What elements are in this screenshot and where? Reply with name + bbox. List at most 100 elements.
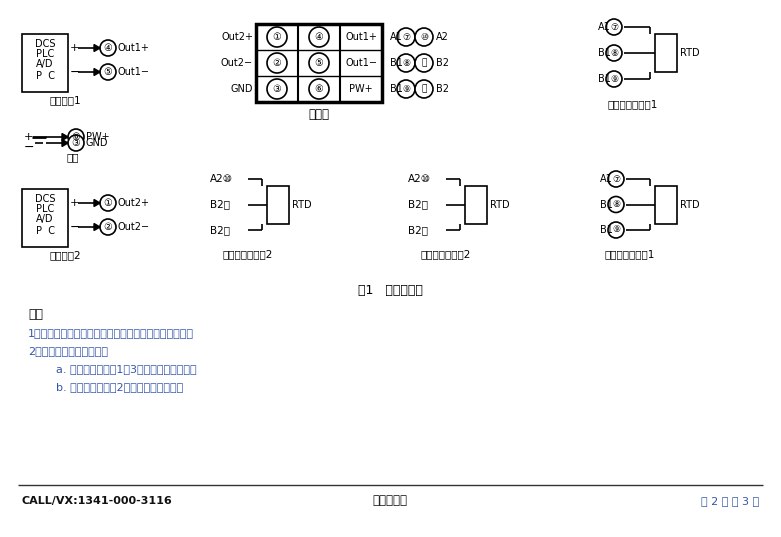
Text: ⑧: ⑧: [610, 48, 618, 57]
Text: B2: B2: [436, 84, 449, 94]
Text: Out1−: Out1−: [118, 67, 150, 77]
Text: B1: B1: [390, 84, 403, 94]
Bar: [465, 185, 487, 223]
Circle shape: [415, 28, 433, 46]
Text: B2⑪: B2⑪: [408, 200, 428, 209]
Text: ⑧: ⑧: [612, 200, 620, 209]
Text: ①: ①: [104, 198, 112, 208]
Text: ⑦: ⑦: [610, 23, 618, 32]
Text: B2⑪: B2⑪: [210, 200, 230, 209]
Text: Out1+: Out1+: [118, 43, 150, 53]
Text: A1: A1: [390, 32, 403, 42]
Circle shape: [415, 80, 433, 98]
Text: PLC: PLC: [36, 49, 54, 59]
Text: 注：: 注：: [28, 308, 43, 322]
Text: +: +: [70, 198, 80, 208]
Text: GND: GND: [230, 84, 253, 94]
Bar: [22, 34, 68, 92]
Text: 两线热电阵输入2: 两线热电阵输入2: [223, 249, 273, 259]
Text: 1、两线，三线或四线热电阵输入时，分别参看接线图。: 1、两线，三线或四线热电阵输入时，分别参看接线图。: [28, 328, 194, 338]
Circle shape: [100, 219, 116, 235]
Text: B1: B1: [598, 48, 611, 58]
Text: PW+: PW+: [349, 84, 373, 94]
Circle shape: [397, 80, 415, 98]
Bar: [267, 185, 289, 223]
Text: 两线热电阵输入1: 两线热电阵输入1: [604, 249, 655, 259]
Text: P  C: P C: [35, 71, 55, 81]
Text: ③: ③: [273, 84, 281, 94]
Text: PLC: PLC: [36, 204, 54, 214]
Text: 第 2 页 共 3 页: 第 2 页 共 3 页: [701, 496, 759, 506]
Text: RTD: RTD: [490, 200, 510, 209]
Text: −: −: [24, 141, 34, 154]
Circle shape: [68, 135, 84, 151]
Circle shape: [267, 79, 287, 99]
Bar: [256, 24, 382, 102]
Circle shape: [606, 45, 622, 61]
Polygon shape: [94, 69, 100, 76]
Text: Out2+: Out2+: [221, 32, 253, 42]
Polygon shape: [62, 140, 68, 147]
Text: 电源: 电源: [66, 152, 79, 162]
Circle shape: [397, 28, 415, 46]
Text: ④: ④: [315, 32, 323, 42]
Text: ③: ③: [72, 138, 80, 148]
Text: ⑤: ⑤: [104, 67, 112, 77]
Circle shape: [608, 222, 624, 238]
Text: DCS: DCS: [34, 39, 55, 49]
Text: P  C: P C: [35, 226, 55, 236]
Circle shape: [397, 54, 415, 72]
Text: ⑥: ⑥: [315, 84, 323, 94]
Text: PW+: PW+: [86, 132, 109, 142]
Circle shape: [309, 79, 329, 99]
Text: 顶视图: 顶视图: [308, 107, 330, 120]
Text: +: +: [70, 43, 80, 53]
Circle shape: [309, 27, 329, 47]
Text: Out2−: Out2−: [118, 222, 150, 232]
Text: B2: B2: [436, 58, 449, 68]
Circle shape: [100, 195, 116, 211]
Bar: [22, 189, 68, 247]
Text: GND: GND: [86, 138, 109, 148]
Text: B1: B1: [390, 58, 403, 68]
Polygon shape: [94, 45, 100, 52]
Text: 图1   模块接线图: 图1 模块接线图: [358, 284, 423, 296]
Circle shape: [606, 71, 622, 87]
Text: ②: ②: [104, 222, 112, 232]
Circle shape: [415, 54, 433, 72]
Circle shape: [309, 53, 329, 73]
Text: ⑨: ⑨: [612, 226, 620, 235]
Polygon shape: [94, 223, 100, 230]
Text: B1: B1: [600, 200, 613, 209]
Text: A/D: A/D: [36, 59, 54, 69]
Text: ⑦: ⑦: [612, 175, 620, 184]
Circle shape: [100, 64, 116, 80]
Text: RTD: RTD: [292, 200, 312, 209]
Text: CALL/VX:1341-000-3116: CALL/VX:1341-000-3116: [22, 496, 173, 506]
Text: B2⑫: B2⑫: [210, 225, 230, 235]
Text: A2: A2: [436, 32, 449, 42]
Text: ⑥: ⑥: [72, 132, 80, 142]
Text: 2、三线热电阵断线检测：: 2、三线热电阵断线检测：: [28, 346, 108, 356]
Text: Out2+: Out2+: [118, 198, 150, 208]
Text: ⑪: ⑪: [421, 59, 426, 68]
Text: +: +: [24, 132, 34, 142]
Text: RTD: RTD: [680, 48, 700, 58]
Text: ②: ②: [273, 58, 281, 68]
Text: B1: B1: [600, 225, 613, 235]
Text: B2⑫: B2⑫: [408, 225, 428, 235]
Text: Out1−: Out1−: [345, 58, 377, 68]
Text: ⑩: ⑩: [420, 33, 428, 41]
Polygon shape: [62, 134, 68, 141]
Text: 深圳晨安瑞: 深圳晨安瑞: [373, 495, 408, 507]
Bar: [655, 185, 677, 223]
Circle shape: [608, 171, 624, 187]
Text: −: −: [70, 221, 80, 234]
Text: −: −: [70, 66, 80, 78]
Text: Out1+: Out1+: [345, 32, 377, 42]
Text: A2⑩: A2⑩: [210, 174, 233, 184]
Text: b. 输出最小値：与2脚相连的导线断线。: b. 输出最小値：与2脚相连的导线断线。: [56, 382, 184, 392]
Text: ⑤: ⑤: [315, 58, 323, 68]
Text: A1: A1: [600, 174, 613, 184]
Bar: [655, 34, 677, 72]
